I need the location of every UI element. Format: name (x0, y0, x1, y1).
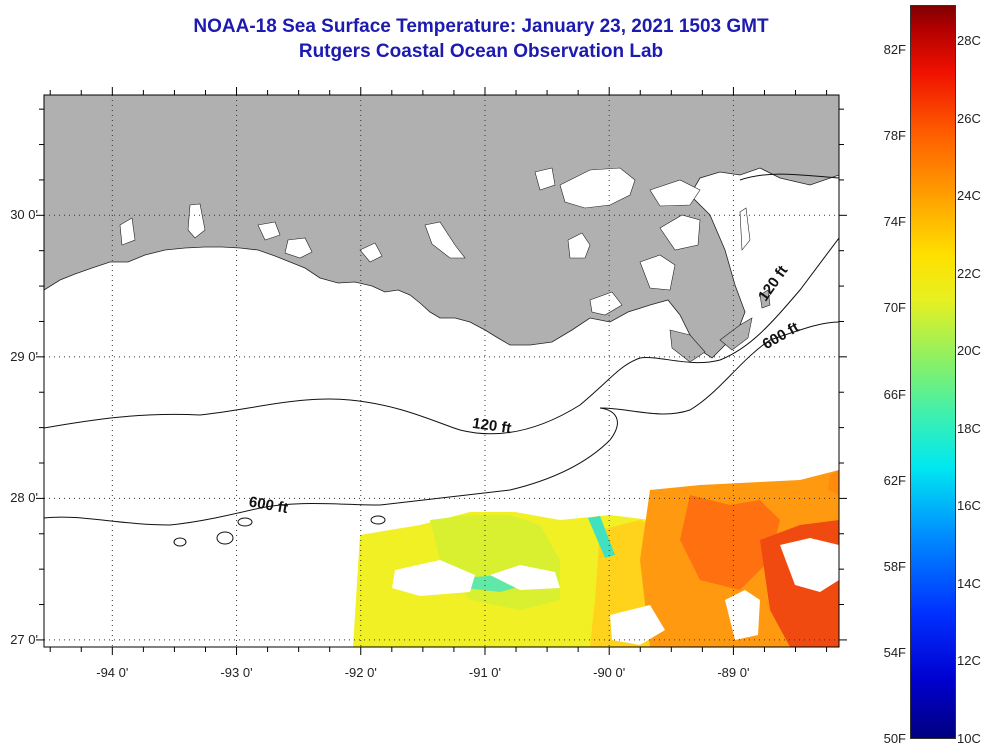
colorbar-c-label: 12C (957, 653, 981, 669)
longitude-label: -93 0' (220, 665, 253, 680)
latitude-label: 28 0' (10, 490, 38, 506)
colorbar-f-label: 78F (883, 128, 906, 144)
isobath-600ft (44, 321, 839, 526)
sst-warm-patch (828, 470, 839, 495)
colorbar-c-label: 18C (957, 420, 981, 436)
latitude-label: 30 0' (10, 207, 38, 223)
colorbar-c-label: 28C (957, 33, 981, 49)
colorbar-f-label: 66F (883, 386, 906, 402)
colorbar-c-label: 20C (957, 343, 981, 359)
grid-lines (44, 95, 839, 647)
colorbar-c-label: 14C (957, 575, 981, 591)
colorbar-c-label: 26C (957, 110, 981, 126)
colorbar-c-label: 22C (957, 265, 981, 281)
isobath-120ft-inner (739, 173, 839, 181)
latitude-label: 29 0' (10, 348, 38, 364)
longitude-label: -89 0' (717, 665, 750, 680)
colorbar-f-label: 50F (883, 731, 906, 746)
cloud-gap (490, 565, 560, 590)
cloud-gap (392, 560, 475, 596)
axis-ticks (36, 87, 847, 655)
colorbar-f-label: 70F (883, 300, 906, 316)
map-subtitle: Rutgers Coastal Ocean Observation Lab (298, 41, 664, 62)
longitude-label: -91 0' (468, 665, 502, 680)
colorbar-f-label: 62F (883, 472, 906, 488)
longitude-label: -94 0' (96, 665, 129, 680)
latitude-label: 27 0' (10, 631, 38, 647)
isobath-120ft (44, 237, 839, 435)
isobath-seamount (237, 517, 253, 527)
colorbar-f-label: 74F (883, 214, 906, 230)
cloud-gap (705, 470, 770, 484)
longitude-label: -90 0' (593, 665, 626, 680)
inland-water (119, 167, 751, 316)
temperature-colorbar (910, 5, 956, 739)
map-frame (43, 94, 840, 648)
colorbar-f-label: 58F (883, 558, 906, 574)
sst-data-layer (353, 470, 839, 647)
sst-cool-streak (588, 516, 615, 558)
colorbar-f-label: 54F (883, 644, 906, 660)
isobath-seamount (370, 515, 386, 525)
isobath-lines (44, 173, 839, 547)
colorbar-c-label: 16C (957, 498, 981, 514)
colorbar-f-label: 82F (883, 42, 906, 58)
isobath-seamount (173, 537, 187, 547)
isobath-seamount (216, 531, 234, 545)
delta-islands (669, 289, 771, 363)
colorbar-c-label: 24C (957, 188, 981, 204)
colorbar-c-label: 10C (957, 731, 981, 746)
cloud-gap (780, 538, 839, 592)
cloud-gap (610, 605, 665, 645)
map-title: NOAA-18 Sea Surface Temperature: January… (193, 16, 769, 37)
isobath-label: 600 ft (248, 494, 290, 518)
sst-warm-patch (680, 495, 780, 590)
isobath-label: 120 ft (471, 415, 512, 437)
longitude-label: -92 0' (344, 665, 377, 680)
cloud-gap (725, 590, 760, 640)
